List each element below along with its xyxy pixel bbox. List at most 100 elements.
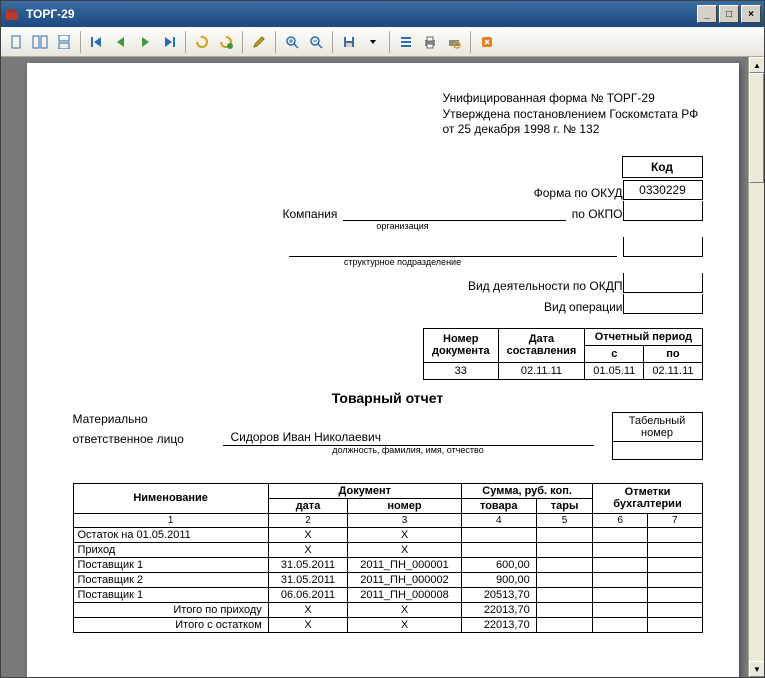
cell-num: 2011_ПН_000002	[348, 572, 462, 587]
docnum-value: 33	[424, 362, 499, 379]
toolbar	[1, 27, 764, 57]
list-icon[interactable]	[395, 31, 417, 53]
scroll-up-button[interactable]: ▲	[749, 57, 764, 73]
page: Унифицированная форма № ТОРГ-29 Утвержде…	[27, 63, 739, 677]
docdate-value: 02.11.11	[498, 362, 585, 379]
cell-tov: 22013,70	[461, 602, 536, 617]
table-row: Остаток на 01.05.2011ХХ	[73, 527, 702, 542]
docdate-header: Дата составления	[498, 328, 585, 362]
code-header-table: Код	[622, 156, 703, 178]
zoom-out-icon[interactable]	[305, 31, 327, 53]
cell-num: Х	[348, 602, 462, 617]
form-header-block: Унифицированная форма № ТОРГ-29 Утвержде…	[443, 91, 703, 138]
okpo-label: по ОКПО	[572, 207, 623, 221]
cell-m1	[593, 527, 647, 542]
page-facing-icon[interactable]	[29, 31, 51, 53]
cell-name: Поставщик 2	[73, 572, 268, 587]
cell-tar	[536, 572, 593, 587]
okpo-value	[623, 201, 703, 221]
cell-date: 06.06.2011	[268, 587, 347, 602]
refresh-all-icon[interactable]	[215, 31, 237, 53]
cell-date: 31.05.2011	[268, 557, 347, 572]
cell-date: 31.05.2011	[268, 572, 347, 587]
resp-label-1: Материально	[73, 412, 594, 426]
col-tov: товара	[461, 498, 536, 513]
save-icon[interactable]	[338, 31, 360, 53]
col-tar: тары	[536, 498, 593, 513]
cell-tar	[536, 617, 593, 632]
cell-m2	[647, 557, 702, 572]
main-table: Нименование Документ Сумма, руб. коп. От…	[73, 483, 703, 633]
cell-tar	[536, 557, 593, 572]
cell-date: Х	[268, 617, 347, 632]
page-single-icon[interactable]	[5, 31, 27, 53]
cell-date: Х	[268, 527, 347, 542]
subdiv-box	[623, 237, 703, 257]
form-header-line3: от 25 декабря 1998 г. № 132	[443, 122, 703, 138]
cell-num: Х	[348, 542, 462, 557]
save-dropdown-icon[interactable]	[362, 31, 384, 53]
app-icon	[4, 6, 20, 22]
minimize-button[interactable]: _	[697, 5, 717, 23]
cell-m2	[647, 617, 702, 632]
okud-label: Форма по ОКУД	[73, 186, 623, 200]
nav-prev-icon[interactable]	[110, 31, 132, 53]
resp-name: Сидоров Иван Николаевич	[223, 430, 594, 446]
scroll-thumb[interactable]	[749, 73, 764, 183]
nav-last-icon[interactable]	[158, 31, 180, 53]
table-row: Поставщик 231.05.20112011_ПН_000002900,0…	[73, 572, 702, 587]
tabel-header: Табельный номер	[612, 412, 702, 441]
print-icon[interactable]	[419, 31, 441, 53]
cell-name: Поставщик 1	[73, 557, 268, 572]
nav-first-icon[interactable]	[86, 31, 108, 53]
close-button[interactable]: ×	[741, 5, 761, 23]
kod-label: Код	[622, 156, 702, 177]
scroll-down-button[interactable]: ▼	[749, 661, 764, 677]
table-row: Итого по приходуХХ22013,70	[73, 602, 702, 617]
cell-date: Х	[268, 542, 347, 557]
okud-value: 0330229	[623, 180, 703, 200]
cell-tov: 600,00	[461, 557, 536, 572]
cell-num: 2011_ПН_000001	[348, 557, 462, 572]
cell-m1	[593, 572, 647, 587]
cell-name: Итого по приходу	[73, 602, 268, 617]
maximize-button[interactable]: □	[719, 5, 739, 23]
cell-m1	[593, 587, 647, 602]
titlebar: ТОРГ-29 _ □ ×	[1, 1, 764, 27]
docnum-header: Номер документа	[424, 328, 499, 362]
okdp-value	[623, 273, 703, 293]
cell-m2	[647, 527, 702, 542]
cell-m2	[647, 587, 702, 602]
page-continuous-icon[interactable]	[53, 31, 75, 53]
zoom-in-icon[interactable]	[281, 31, 303, 53]
cell-tar	[536, 587, 593, 602]
refresh-icon[interactable]	[191, 31, 213, 53]
cell-tov	[461, 542, 536, 557]
exit-icon[interactable]	[476, 31, 498, 53]
op-value	[623, 294, 703, 314]
cell-tar	[536, 527, 593, 542]
report-title: Товарный отчет	[73, 390, 703, 406]
form-header-line2: Утверждена постановлением Госкомстата РФ	[443, 107, 703, 123]
cell-m1	[593, 557, 647, 572]
cell-m2	[647, 542, 702, 557]
table-row: Поставщик 131.05.20112011_ПН_000001600,0…	[73, 557, 702, 572]
edit-icon[interactable]	[248, 31, 270, 53]
cell-tov: 22013,70	[461, 617, 536, 632]
cell-m2	[647, 572, 702, 587]
cell-tov: 20513,70	[461, 587, 536, 602]
period-to-header: по	[644, 345, 702, 362]
cell-name: Поставщик 1	[73, 587, 268, 602]
cell-tar	[536, 602, 593, 617]
nav-next-icon[interactable]	[134, 31, 156, 53]
window-title: ТОРГ-29	[24, 7, 697, 21]
cell-name: Итого с остатком	[73, 617, 268, 632]
cell-tov	[461, 527, 536, 542]
table-row: ПриходХХ	[73, 542, 702, 557]
print-preview-icon[interactable]	[443, 31, 465, 53]
resp-label-2: ответственное лицо	[73, 432, 223, 446]
cell-date: Х	[268, 602, 347, 617]
vertical-scrollbar[interactable]: ▲ ▼	[748, 57, 764, 677]
tabel-box: Табельный номер	[612, 412, 703, 460]
period-to-value: 02.11.11	[644, 362, 702, 379]
